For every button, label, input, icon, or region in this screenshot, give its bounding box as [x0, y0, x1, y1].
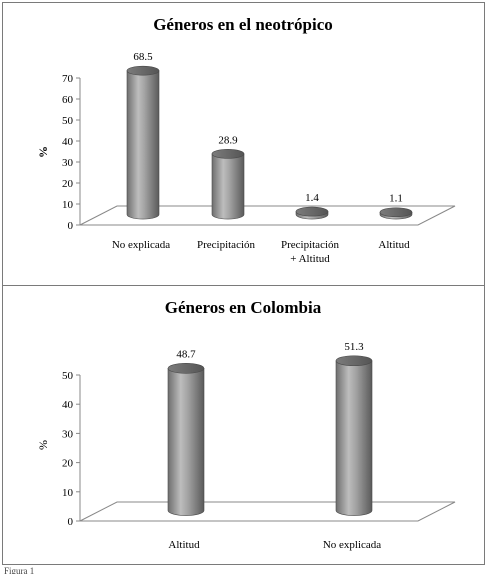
category-label: No explicada — [323, 539, 381, 551]
category-label: Altitud — [378, 239, 410, 251]
chart-neotropico: Géneros en el neotrópico % 0 10 20 30 40 50 60… — [36, 15, 456, 265]
panel-divider — [2, 285, 485, 286]
bar — [335, 355, 373, 516]
category-label: Altitud — [168, 539, 200, 551]
y-tick-label: 0 — [68, 220, 74, 232]
y-tick-label: 0 — [68, 516, 74, 528]
y-tick-label: 30 — [62, 428, 74, 440]
bar-body — [211, 153, 245, 220]
bar — [211, 149, 245, 220]
bar-body — [167, 368, 205, 516]
y-tick-label: 40 — [62, 399, 74, 411]
figure-caption: Figura 1 — [4, 566, 35, 574]
y-tick-label: 60 — [62, 94, 74, 106]
bar-body — [126, 70, 160, 220]
bar — [379, 207, 413, 220]
chart-colombia: Géneros en Colombia % 0 10 20 30 40 50 48.7 Al… — [36, 298, 456, 551]
bar — [295, 206, 329, 220]
y-tick-label: 30 — [62, 157, 74, 169]
chart-floor — [79, 205, 456, 226]
y-tick-label: 20 — [62, 458, 74, 470]
y-axis-label: % — [36, 146, 50, 158]
y-tick-label: 10 — [62, 199, 74, 211]
y-tick-label: 20 — [62, 178, 74, 190]
category-label: Precipitación + Altitud — [281, 239, 340, 265]
y-tick-label: 70 — [62, 73, 74, 85]
data-label: 1.4 — [305, 192, 319, 204]
data-label: 51.3 — [344, 341, 364, 353]
data-label: 1.1 — [389, 193, 403, 205]
bar-top — [211, 149, 245, 159]
bar — [167, 363, 205, 516]
figure-frame — [2, 2, 485, 565]
chart-floor — [79, 501, 456, 522]
y-axis-label: % — [36, 440, 50, 450]
data-label: 28.9 — [218, 134, 238, 146]
y-tick-label: 10 — [62, 487, 74, 499]
bar-top — [335, 355, 373, 367]
bar-top — [167, 363, 205, 374]
bar-top — [379, 207, 413, 218]
bar — [126, 65, 160, 220]
y-tick-label: 50 — [62, 115, 74, 127]
category-label: Precipitación — [197, 239, 256, 251]
y-tick-label: 50 — [62, 370, 74, 382]
y-tick-label: 40 — [62, 136, 74, 148]
bar-top — [295, 206, 329, 217]
bar-top — [126, 65, 160, 76]
chart-title: Géneros en Colombia — [165, 298, 322, 317]
bar-body — [335, 360, 373, 516]
chart-title: Géneros en el neotrópico — [153, 15, 333, 34]
data-label: 48.7 — [176, 348, 196, 360]
category-label: No explicada — [112, 239, 170, 251]
data-label: 68.5 — [133, 51, 153, 63]
